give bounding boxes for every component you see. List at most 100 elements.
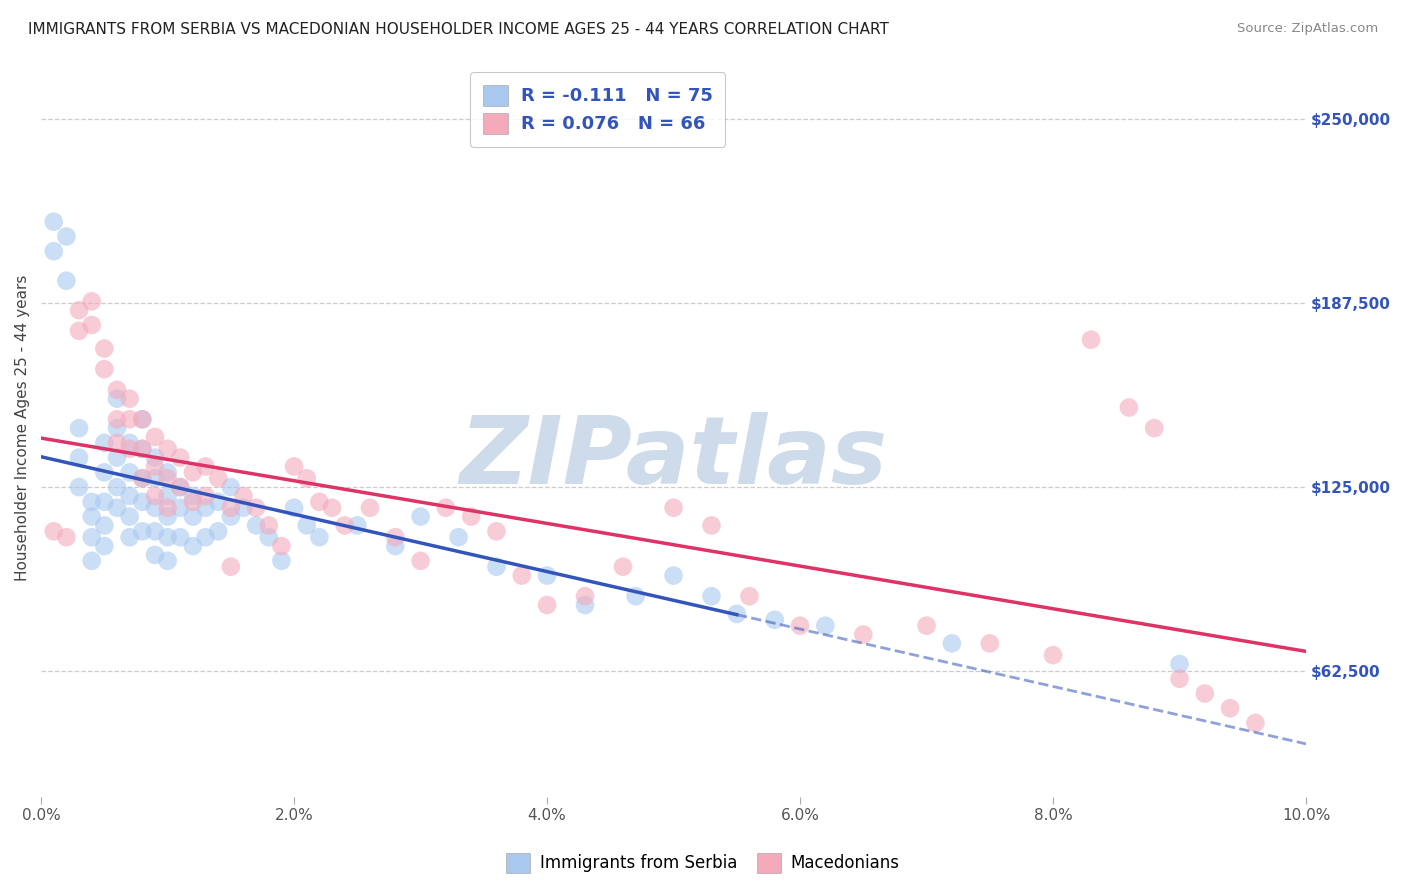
Point xyxy=(536,598,558,612)
Point xyxy=(105,421,128,435)
Point xyxy=(105,392,128,406)
Point xyxy=(270,554,292,568)
Point xyxy=(194,530,217,544)
Point xyxy=(80,294,103,309)
Point xyxy=(979,636,1001,650)
Point xyxy=(700,518,723,533)
Point xyxy=(80,318,103,332)
Point xyxy=(194,489,217,503)
Point xyxy=(536,568,558,582)
Point xyxy=(232,500,254,515)
Point xyxy=(131,442,153,456)
Point xyxy=(359,500,381,515)
Point xyxy=(181,466,204,480)
Point xyxy=(384,530,406,544)
Point xyxy=(257,518,280,533)
Point xyxy=(763,613,786,627)
Point xyxy=(308,530,330,544)
Point xyxy=(93,436,115,450)
Point xyxy=(105,450,128,465)
Point xyxy=(42,244,65,259)
Text: Source: ZipAtlas.com: Source: ZipAtlas.com xyxy=(1237,22,1378,36)
Point xyxy=(131,471,153,485)
Point xyxy=(118,489,141,503)
Point xyxy=(485,524,508,539)
Point xyxy=(169,480,191,494)
Point xyxy=(156,509,179,524)
Point xyxy=(105,412,128,426)
Point xyxy=(105,383,128,397)
Point xyxy=(257,530,280,544)
Point xyxy=(143,450,166,465)
Point xyxy=(55,530,77,544)
Point xyxy=(169,480,191,494)
Point xyxy=(143,471,166,485)
Point xyxy=(1168,672,1191,686)
Point xyxy=(460,509,482,524)
Point xyxy=(510,568,533,582)
Point xyxy=(409,509,432,524)
Point xyxy=(156,442,179,456)
Point xyxy=(80,495,103,509)
Point xyxy=(245,500,267,515)
Point xyxy=(105,436,128,450)
Text: IMMIGRANTS FROM SERBIA VS MACEDONIAN HOUSEHOLDER INCOME AGES 25 - 44 YEARS CORRE: IMMIGRANTS FROM SERBIA VS MACEDONIAN HOU… xyxy=(28,22,889,37)
Point xyxy=(93,518,115,533)
Point xyxy=(118,392,141,406)
Point xyxy=(93,466,115,480)
Point xyxy=(80,554,103,568)
Point xyxy=(131,495,153,509)
Point xyxy=(789,618,811,632)
Point xyxy=(574,589,596,603)
Point xyxy=(1042,648,1064,662)
Point xyxy=(194,459,217,474)
Point xyxy=(915,618,938,632)
Point xyxy=(283,500,305,515)
Point xyxy=(143,500,166,515)
Point xyxy=(181,539,204,553)
Point xyxy=(80,530,103,544)
Point xyxy=(93,342,115,356)
Point xyxy=(181,489,204,503)
Point xyxy=(295,471,318,485)
Point xyxy=(321,500,343,515)
Point xyxy=(447,530,470,544)
Point xyxy=(738,589,761,603)
Point xyxy=(662,568,685,582)
Point xyxy=(67,324,90,338)
Point xyxy=(105,480,128,494)
Point xyxy=(207,524,229,539)
Point xyxy=(207,495,229,509)
Point xyxy=(270,539,292,553)
Point xyxy=(814,618,837,632)
Point xyxy=(333,518,356,533)
Point xyxy=(131,524,153,539)
Point xyxy=(434,500,457,515)
Point xyxy=(67,303,90,318)
Point xyxy=(1143,421,1166,435)
Point xyxy=(1219,701,1241,715)
Point xyxy=(219,559,242,574)
Point xyxy=(308,495,330,509)
Point xyxy=(131,412,153,426)
Legend: Immigrants from Serbia, Macedonians: Immigrants from Serbia, Macedonians xyxy=(499,847,907,880)
Point xyxy=(67,421,90,435)
Point xyxy=(131,412,153,426)
Point xyxy=(93,362,115,376)
Point xyxy=(700,589,723,603)
Point xyxy=(156,466,179,480)
Point xyxy=(485,559,508,574)
Point xyxy=(93,539,115,553)
Point xyxy=(143,524,166,539)
Point xyxy=(67,480,90,494)
Point xyxy=(295,518,318,533)
Point xyxy=(55,229,77,244)
Point xyxy=(80,509,103,524)
Point xyxy=(169,450,191,465)
Point xyxy=(143,489,166,503)
Point xyxy=(207,471,229,485)
Point xyxy=(662,500,685,515)
Point xyxy=(156,500,179,515)
Point xyxy=(67,450,90,465)
Point xyxy=(1194,686,1216,700)
